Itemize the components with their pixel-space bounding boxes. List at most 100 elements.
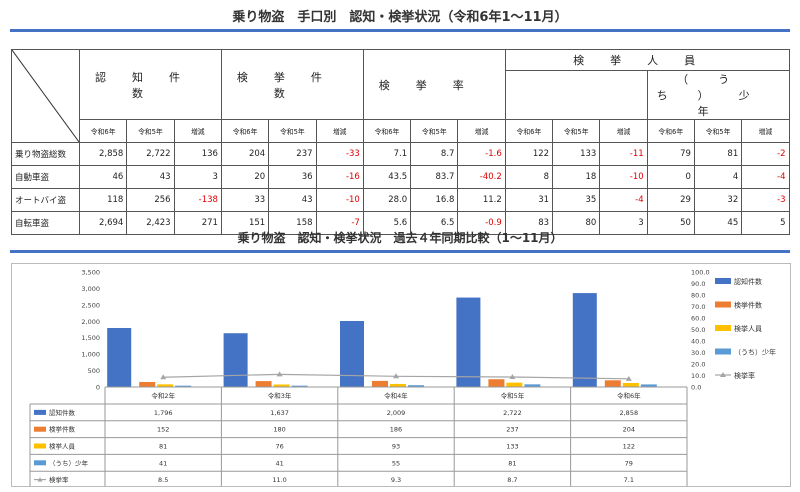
y-tick-label-right: 60.0 bbox=[691, 315, 705, 323]
blank-cell bbox=[504, 70, 648, 120]
data-label: 8.5 bbox=[158, 476, 168, 484]
data-label: 9.3 bbox=[391, 476, 401, 484]
group-header: 検挙人員 bbox=[504, 49, 790, 71]
table-cell: -138 bbox=[173, 188, 222, 212]
bar bbox=[291, 385, 308, 387]
table-cell: 237 bbox=[268, 142, 317, 166]
table-cell: 6.5 bbox=[410, 211, 459, 235]
table-cell: -0.9 bbox=[457, 211, 506, 235]
data-label: 81 bbox=[508, 459, 516, 467]
table-cell: 2,722 bbox=[126, 142, 175, 166]
group-header: 認知件数 bbox=[79, 49, 222, 120]
legend-label: （うち）少年 bbox=[734, 348, 776, 357]
table-cell: 29 bbox=[646, 188, 695, 212]
y-tick-label-left: 500 bbox=[88, 367, 100, 375]
table-cell: -10 bbox=[315, 188, 364, 212]
table-cell: -40.2 bbox=[457, 165, 506, 189]
sub-header: 令和6年 bbox=[220, 119, 270, 143]
table-cell: 18 bbox=[552, 165, 601, 189]
table-cell: 31 bbox=[504, 188, 554, 212]
data-label: 81 bbox=[159, 443, 167, 451]
legend-swatch bbox=[715, 348, 731, 355]
table-cell: 45 bbox=[693, 211, 743, 235]
table-cell: 4 bbox=[693, 165, 743, 189]
table-cell: 7.1 bbox=[362, 142, 412, 166]
table-cell: -7 bbox=[315, 211, 364, 235]
data-label: 11.0 bbox=[272, 476, 286, 484]
data-label: 133 bbox=[506, 443, 518, 451]
y-tick-label-left: 3,000 bbox=[81, 285, 100, 293]
row-label: 乗り物盗総数 bbox=[11, 142, 80, 166]
table-cell: 136 bbox=[173, 142, 222, 166]
sub-header: 増減 bbox=[173, 119, 222, 143]
table-cell: 43 bbox=[268, 188, 317, 212]
sub-header: 令和5年 bbox=[268, 119, 317, 143]
sub-header: 令和5年 bbox=[126, 119, 175, 143]
table-cell: 81 bbox=[693, 142, 743, 166]
y-tick-label-right: 30.0 bbox=[691, 349, 705, 357]
legend-marker bbox=[720, 372, 726, 377]
table-row-label: （うち）少年 bbox=[49, 458, 89, 467]
y-tick-label-right: 80.0 bbox=[691, 292, 705, 300]
x-tick-label: 令和5年 bbox=[501, 391, 525, 400]
line-point bbox=[160, 374, 167, 380]
y-tick-label-right: 70.0 bbox=[691, 303, 705, 311]
table-row: 乗り物盗総数 2,858 2,722 136 204 237 -33 7.1 8.7 -1.6 12… bbox=[11, 142, 790, 166]
corner-cell bbox=[11, 49, 80, 143]
y-tick-label-right: 50.0 bbox=[691, 326, 705, 334]
sub-header: 令和5年 bbox=[410, 119, 459, 143]
table-row: 自転車盗 2,694 2,423 271 151 158 -7 5.6 6.5 -0.9 83 80 3… bbox=[11, 211, 790, 235]
x-tick-label: 令和6年 bbox=[617, 391, 641, 400]
line-point bbox=[625, 375, 632, 381]
row-label: 自動車盗 bbox=[11, 165, 80, 189]
table-cell: -10 bbox=[599, 165, 648, 189]
table-cell: 3 bbox=[173, 165, 222, 189]
sub-header: 令和6年 bbox=[504, 119, 554, 143]
table-cell: 50 bbox=[646, 211, 695, 235]
sub-header: 増減 bbox=[599, 119, 648, 143]
table-cell: 32 bbox=[693, 188, 743, 212]
bar bbox=[157, 384, 174, 387]
table-cell: 43 bbox=[126, 165, 175, 189]
table-cell: -4 bbox=[599, 188, 648, 212]
table-cell: 8.7 bbox=[410, 142, 459, 166]
chart-svg: 3,500 3,000 2,500 2,000 1,500 1,000 500 0 100.0 9… bbox=[29, 269, 776, 489]
bar bbox=[572, 293, 597, 387]
table-cell: 16.8 bbox=[410, 188, 459, 212]
table-key-swatch bbox=[34, 460, 46, 466]
table-cell: 122 bbox=[504, 142, 554, 166]
data-label: 186 bbox=[390, 426, 402, 434]
table-cell: 133 bbox=[552, 142, 601, 166]
sub-header: 増減 bbox=[741, 119, 790, 143]
y-tick-label-left: 1,000 bbox=[81, 351, 100, 359]
sub-header: 増減 bbox=[457, 119, 506, 143]
table-cell: 5 bbox=[741, 211, 790, 235]
table-cell: 3 bbox=[599, 211, 648, 235]
legend-swatch bbox=[715, 325, 731, 331]
sub-header: 令和5年 bbox=[552, 119, 601, 143]
table-cell: -2 bbox=[741, 142, 790, 166]
bar bbox=[622, 382, 639, 387]
y-tick-label-right: 90.0 bbox=[691, 280, 705, 288]
data-label: 152 bbox=[157, 426, 169, 434]
data-label: 8.7 bbox=[507, 476, 517, 484]
data-label: 93 bbox=[392, 443, 400, 451]
row-label: 自転車盗 bbox=[11, 211, 80, 235]
group-header: 検挙率 bbox=[362, 49, 506, 120]
table-cell: 2,423 bbox=[126, 211, 175, 235]
sub-header: 令和6年 bbox=[362, 119, 412, 143]
bar bbox=[273, 384, 290, 387]
y-tick-label-left: 0 bbox=[96, 384, 100, 392]
data-label: 2,858 bbox=[619, 409, 638, 417]
data-label: 41 bbox=[159, 459, 167, 467]
legend-label: 検挙件数 bbox=[734, 301, 762, 310]
bar bbox=[604, 380, 621, 387]
row-label: オートバイ盗 bbox=[11, 188, 80, 212]
bar bbox=[175, 385, 192, 387]
x-tick-label: 令和2年 bbox=[151, 391, 175, 400]
table-cell: 0 bbox=[646, 165, 695, 189]
data-label: 79 bbox=[625, 459, 633, 467]
y-tick-label-left: 1,500 bbox=[81, 334, 100, 342]
legend-label: 認知件数 bbox=[734, 277, 762, 286]
legend-label: 検挙率 bbox=[734, 371, 755, 380]
